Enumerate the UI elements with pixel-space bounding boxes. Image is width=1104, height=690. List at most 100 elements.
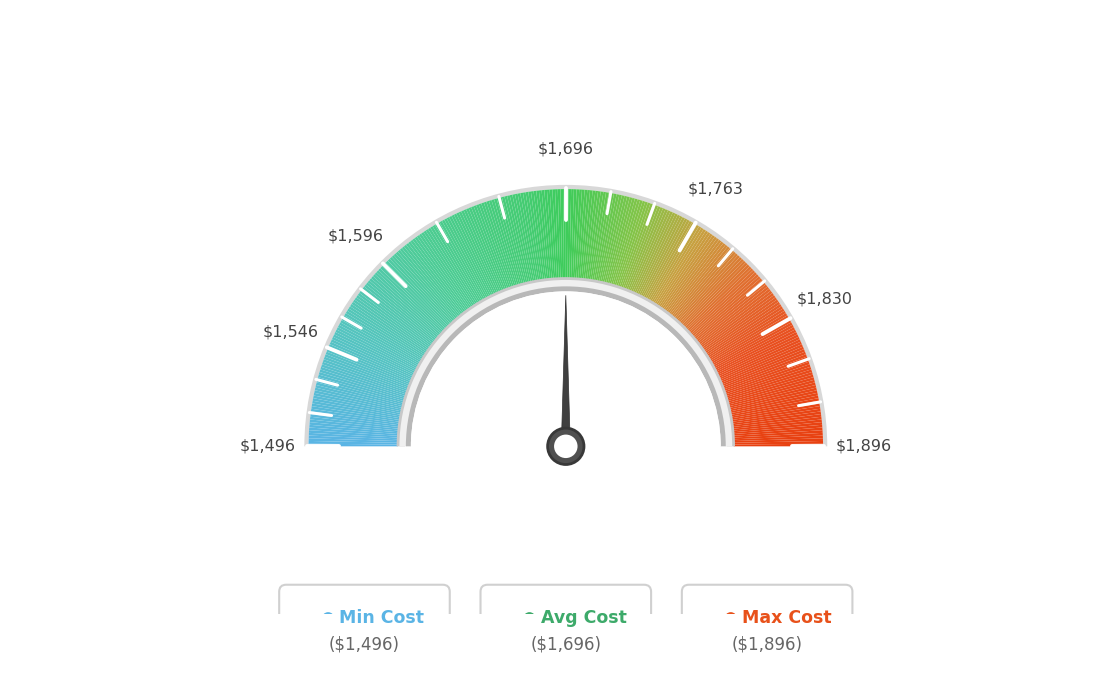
Wedge shape (656, 229, 705, 306)
Wedge shape (571, 189, 576, 279)
Wedge shape (502, 197, 526, 284)
Wedge shape (587, 191, 601, 280)
Wedge shape (337, 327, 417, 370)
Wedge shape (310, 417, 400, 428)
Wedge shape (684, 264, 750, 329)
Wedge shape (732, 406, 820, 422)
Wedge shape (732, 411, 821, 425)
Wedge shape (701, 293, 774, 348)
Wedge shape (380, 266, 446, 331)
Wedge shape (633, 210, 670, 293)
Wedge shape (730, 391, 817, 411)
Wedge shape (606, 197, 629, 284)
Wedge shape (335, 332, 415, 373)
Wedge shape (415, 237, 468, 310)
Wedge shape (316, 382, 403, 406)
Text: $1,830: $1,830 (796, 291, 852, 306)
Wedge shape (725, 364, 810, 395)
Wedge shape (329, 344, 412, 382)
Wedge shape (362, 286, 434, 344)
Wedge shape (718, 337, 799, 377)
Wedge shape (353, 299, 428, 352)
Wedge shape (563, 189, 565, 279)
Wedge shape (309, 438, 399, 443)
Wedge shape (322, 359, 408, 391)
Wedge shape (604, 196, 627, 284)
Wedge shape (665, 238, 719, 312)
Wedge shape (552, 189, 559, 279)
Wedge shape (461, 210, 499, 293)
Wedge shape (623, 204, 656, 289)
Text: Avg Cost: Avg Cost (541, 609, 626, 627)
FancyBboxPatch shape (279, 584, 449, 669)
Wedge shape (322, 362, 407, 393)
Wedge shape (471, 206, 506, 290)
Wedge shape (449, 216, 491, 297)
Wedge shape (384, 262, 448, 328)
Wedge shape (580, 190, 590, 279)
Wedge shape (688, 270, 755, 333)
Wedge shape (659, 232, 710, 308)
Wedge shape (713, 322, 793, 367)
Wedge shape (458, 211, 498, 294)
Wedge shape (325, 354, 410, 388)
Wedge shape (314, 393, 402, 413)
Text: $1,546: $1,546 (263, 325, 319, 340)
Wedge shape (701, 295, 775, 349)
Circle shape (523, 612, 535, 624)
Wedge shape (677, 253, 737, 322)
Wedge shape (705, 304, 782, 355)
Wedge shape (452, 215, 492, 296)
Polygon shape (561, 295, 571, 463)
Wedge shape (431, 226, 479, 304)
Wedge shape (704, 302, 781, 353)
Wedge shape (691, 276, 761, 337)
Wedge shape (358, 293, 431, 348)
Wedge shape (716, 332, 797, 373)
Wedge shape (676, 252, 736, 320)
Wedge shape (507, 195, 529, 283)
Wedge shape (542, 190, 552, 279)
Wedge shape (514, 194, 534, 282)
Circle shape (724, 612, 737, 624)
Wedge shape (644, 218, 688, 299)
Wedge shape (733, 428, 822, 436)
Wedge shape (424, 230, 475, 306)
Wedge shape (476, 204, 509, 289)
Text: $1,596: $1,596 (327, 228, 383, 244)
Wedge shape (708, 308, 785, 358)
Wedge shape (399, 279, 733, 446)
Text: $1,763: $1,763 (688, 181, 743, 196)
Wedge shape (694, 280, 764, 339)
Wedge shape (732, 417, 821, 428)
Wedge shape (444, 218, 488, 299)
Wedge shape (315, 388, 403, 410)
Wedge shape (382, 264, 447, 329)
Wedge shape (311, 406, 400, 422)
Text: $1,696: $1,696 (538, 141, 594, 156)
Wedge shape (321, 364, 406, 395)
Wedge shape (574, 190, 582, 279)
Wedge shape (351, 302, 427, 353)
Wedge shape (309, 430, 399, 437)
Wedge shape (721, 346, 804, 383)
Wedge shape (719, 342, 802, 380)
Wedge shape (585, 190, 598, 280)
Wedge shape (310, 411, 400, 425)
Wedge shape (555, 189, 561, 279)
Wedge shape (326, 352, 410, 386)
Wedge shape (311, 404, 401, 420)
Wedge shape (670, 245, 728, 316)
Wedge shape (725, 367, 811, 396)
Wedge shape (709, 310, 786, 359)
Wedge shape (690, 274, 758, 335)
Wedge shape (617, 201, 648, 287)
Wedge shape (683, 262, 747, 328)
Wedge shape (578, 190, 587, 279)
Wedge shape (493, 199, 521, 285)
Wedge shape (672, 248, 732, 318)
Wedge shape (316, 385, 403, 408)
Wedge shape (408, 241, 465, 314)
Wedge shape (368, 280, 437, 339)
Wedge shape (620, 204, 652, 288)
